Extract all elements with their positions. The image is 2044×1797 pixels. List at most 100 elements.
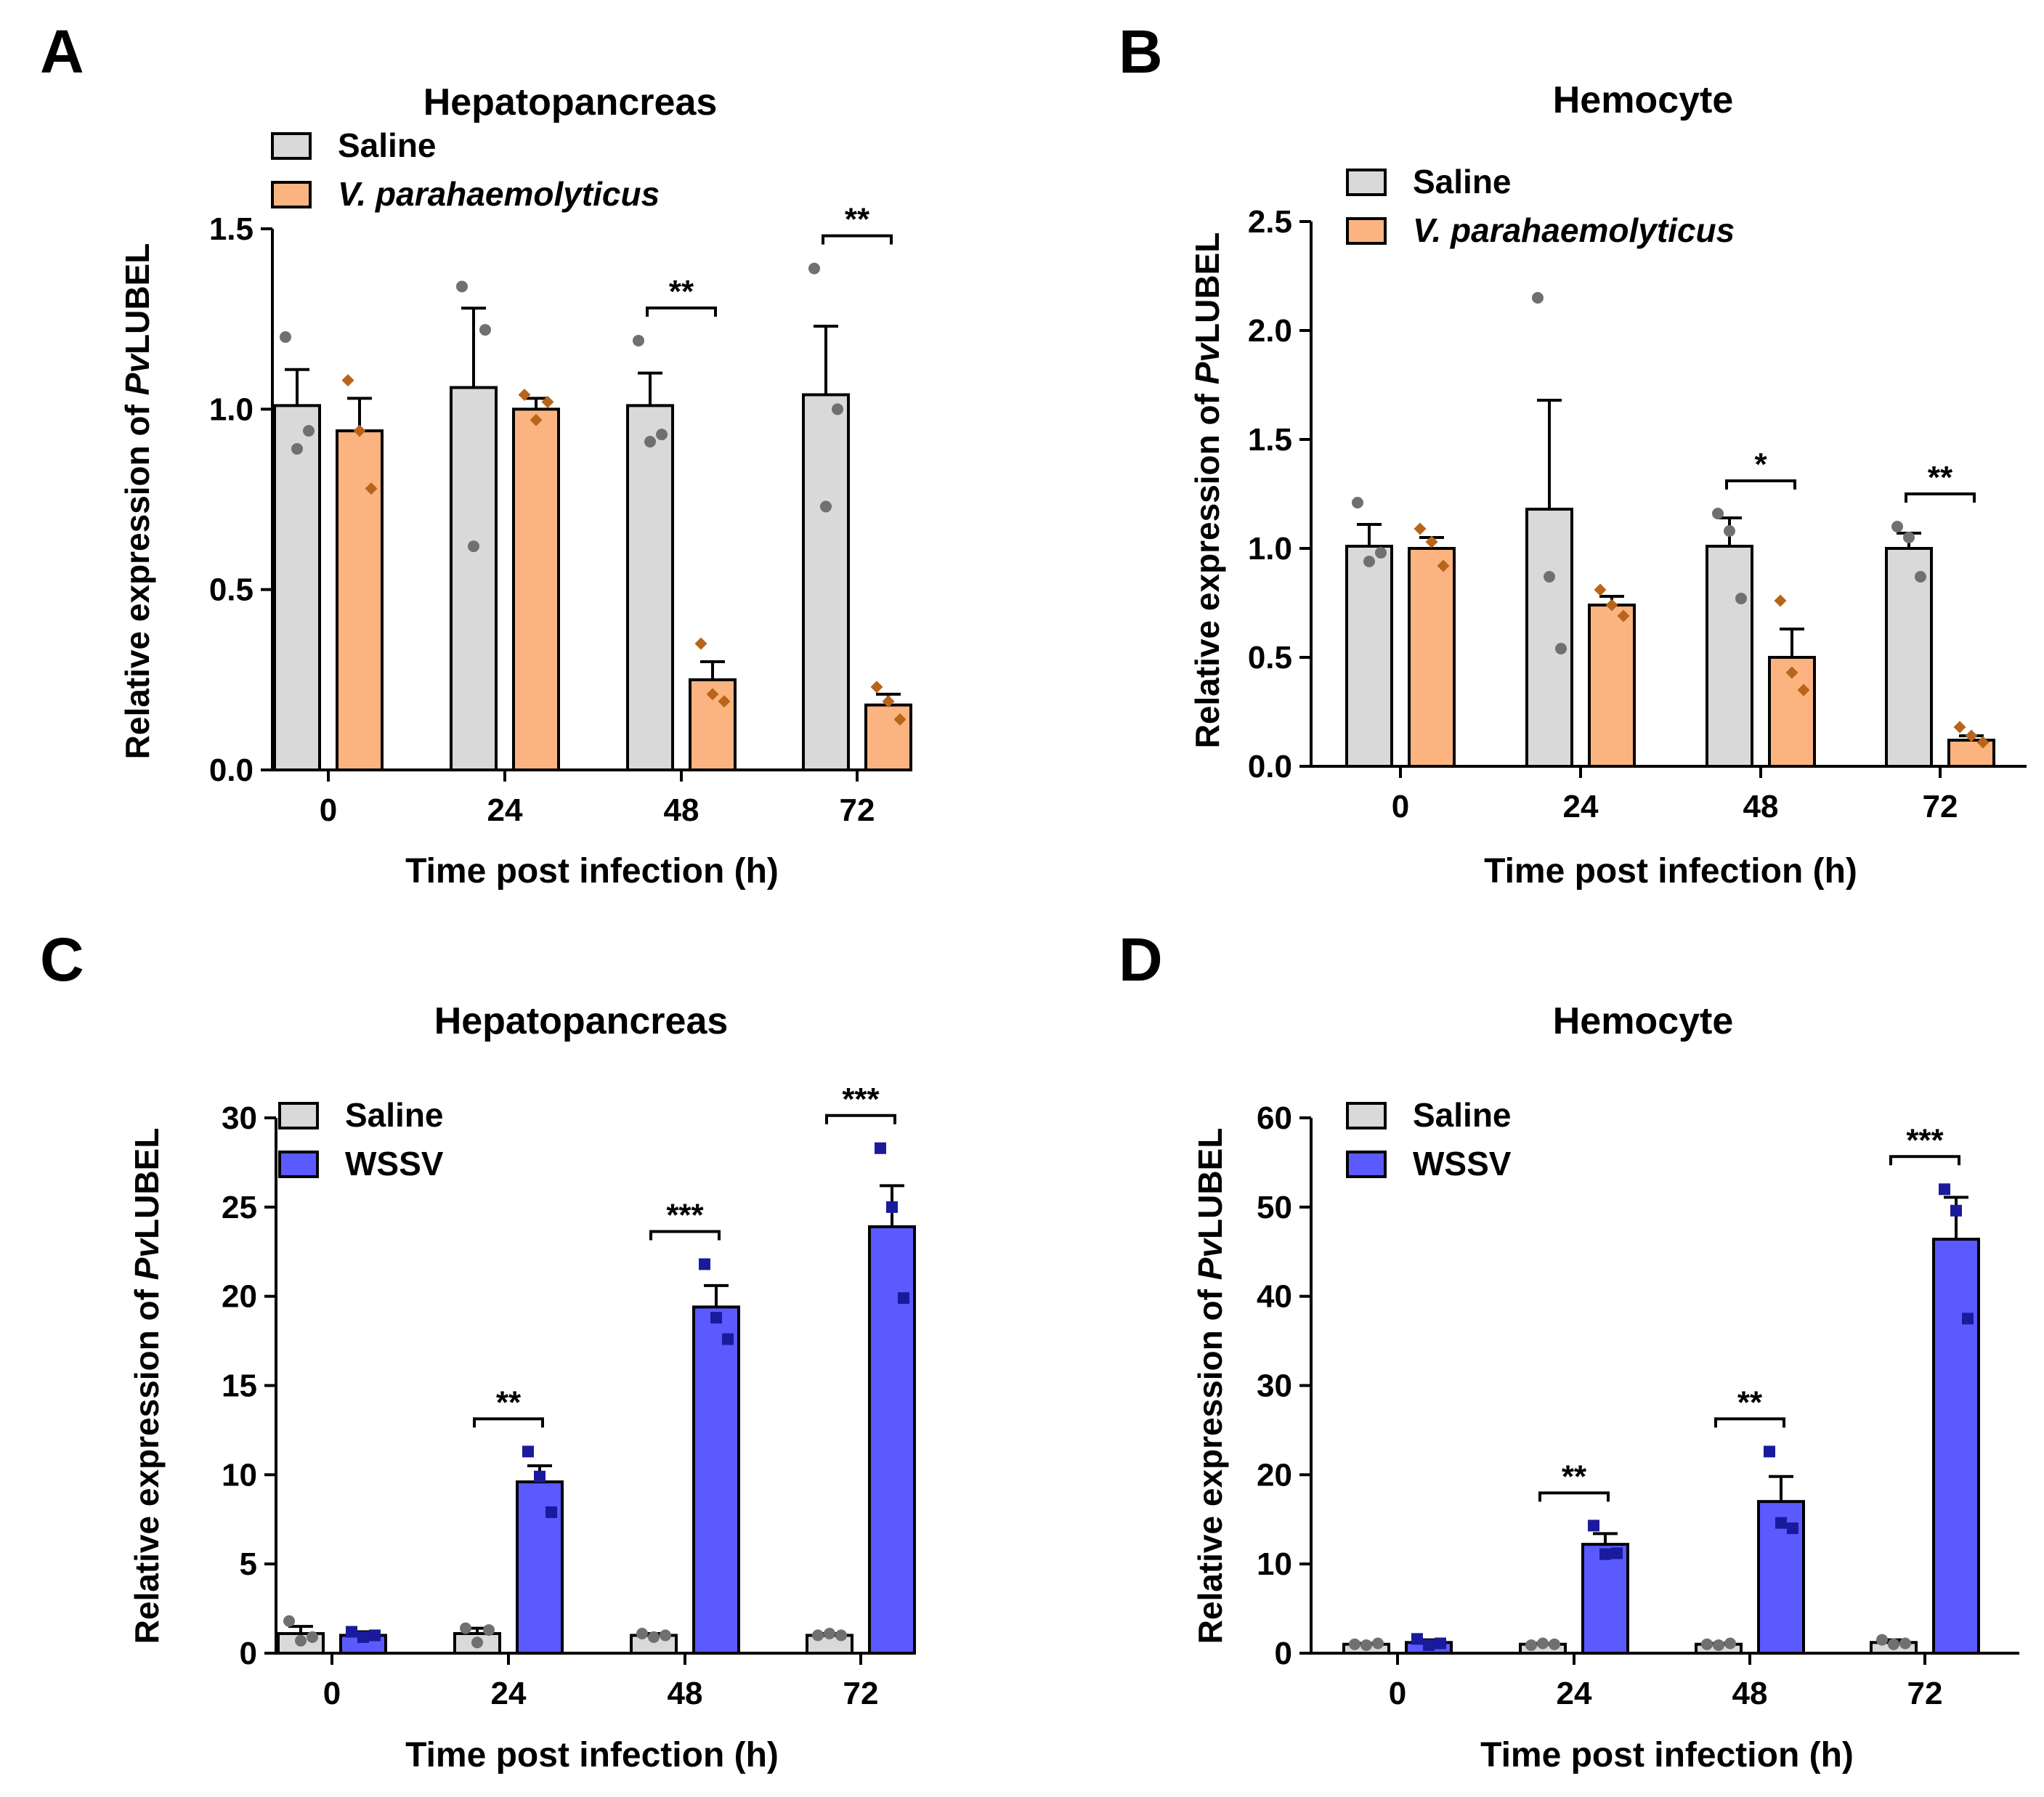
significance-label: ** — [1928, 460, 1953, 495]
y-tick-label: 0.0 — [209, 753, 254, 788]
data-point — [1764, 1445, 1775, 1458]
significance-bracket — [822, 234, 893, 245]
bar-saline-24 — [450, 386, 498, 771]
data-point — [530, 413, 543, 426]
y-tick-label: 1.0 — [209, 392, 254, 427]
x-axis-title: Time post infection (h) — [405, 852, 779, 891]
data-point — [1962, 1313, 1974, 1325]
data-point — [1611, 1547, 1623, 1559]
data-point — [1349, 1638, 1360, 1650]
data-point — [291, 442, 303, 455]
x-tick-label: 0 — [1389, 1676, 1406, 1711]
bar-v-parahaemolyticus-72 — [864, 703, 912, 771]
data-point — [280, 331, 291, 343]
data-point — [341, 374, 354, 387]
bar-saline-72 — [802, 393, 850, 771]
data-point — [295, 1634, 307, 1647]
data-point — [479, 324, 491, 336]
y-tick-label: 5 — [240, 1546, 257, 1582]
data-point — [1532, 292, 1544, 304]
bar-wssv-72 — [868, 1225, 916, 1655]
data-point — [307, 1631, 318, 1643]
y-axis-title-part: Relative expression of — [1188, 384, 1226, 748]
bar-saline-48 — [626, 404, 674, 771]
y-tick-label: 15 — [222, 1368, 257, 1404]
y-tick-label: 2.5 — [1248, 204, 1292, 240]
data-point — [1425, 535, 1438, 548]
data-point — [518, 388, 531, 401]
y-axis-title-part: LUBEL — [1188, 232, 1226, 344]
data-point — [886, 1201, 898, 1213]
panel-label: C — [40, 925, 84, 994]
chart-title: Hepatopancreas — [423, 81, 718, 123]
data-point — [893, 713, 907, 726]
data-point — [875, 1142, 886, 1154]
data-point — [1775, 1517, 1787, 1529]
data-point — [835, 1629, 847, 1642]
legend-label: Saline — [1413, 1096, 1512, 1134]
data-point — [820, 500, 832, 513]
data-point — [1903, 532, 1915, 543]
chart-title: Hepatopancreas — [434, 1000, 729, 1042]
bar-wssv-24 — [1581, 1543, 1629, 1655]
legend-swatch — [1346, 1151, 1387, 1178]
y-tick-label: 20 — [1257, 1457, 1292, 1493]
data-point — [353, 424, 366, 437]
data-point — [1525, 1639, 1537, 1651]
data-point — [534, 1470, 546, 1482]
data-point — [456, 280, 468, 293]
data-point — [1549, 1638, 1560, 1650]
data-point — [656, 429, 668, 441]
legend-label: Saline — [345, 1096, 444, 1134]
y-tick-label: 40 — [1257, 1279, 1292, 1315]
x-tick-label: 24 — [487, 792, 523, 828]
data-point — [718, 695, 731, 708]
y-tick-label: 0 — [240, 1636, 257, 1671]
legend-swatch — [278, 1102, 319, 1129]
data-point — [1605, 599, 1618, 612]
data-point — [1435, 1637, 1446, 1650]
data-point — [710, 1312, 722, 1324]
data-point — [648, 1631, 660, 1643]
x-axis-title: Time post infection (h) — [405, 1736, 779, 1774]
y-tick-label: 30 — [222, 1100, 257, 1136]
data-point — [483, 1624, 495, 1636]
panel-label: D — [1119, 925, 1163, 994]
data-point — [1965, 729, 1978, 742]
data-point — [1537, 1637, 1549, 1650]
x-axis-title: Time post infection (h) — [1484, 852, 1857, 891]
y-tick-label: 0.0 — [1248, 749, 1292, 784]
x-tick-label: 48 — [1743, 789, 1779, 824]
legend-swatch — [271, 132, 312, 160]
data-point — [1785, 666, 1798, 679]
panel-label: A — [40, 17, 84, 86]
y-axis-title: Relative expression of PvLUBEL — [1191, 1128, 1229, 1644]
x-tick-label: 24 — [1563, 789, 1599, 824]
x-tick-label: 0 — [320, 792, 337, 828]
x-tick-label: 24 — [1557, 1676, 1592, 1711]
data-point — [1352, 497, 1363, 508]
significance-bracket — [1905, 492, 1976, 503]
legend-swatch — [1346, 169, 1387, 196]
data-point — [660, 1629, 671, 1642]
data-point — [1617, 609, 1630, 622]
data-point — [1888, 1638, 1899, 1650]
data-point — [1950, 1204, 1962, 1217]
y-axis-title-part: Pv — [128, 1238, 166, 1281]
data-point — [346, 1626, 357, 1638]
y-axis-title-part: Pv — [1191, 1238, 1229, 1281]
data-point — [1899, 1637, 1911, 1650]
data-point — [1414, 522, 1427, 535]
data-point — [633, 334, 644, 346]
y-tick-label: 1.0 — [1248, 531, 1292, 567]
y-axis-title-part: Pv — [1188, 342, 1226, 385]
data-point — [1411, 1633, 1423, 1645]
significance-label: *** — [1906, 1122, 1944, 1158]
data-point — [1360, 1639, 1372, 1651]
bar-saline-24 — [1525, 508, 1573, 768]
significance-label: ** — [1562, 1459, 1587, 1494]
bar-saline-0 — [1345, 545, 1393, 768]
data-point — [357, 1631, 369, 1643]
data-point — [1891, 521, 1903, 532]
